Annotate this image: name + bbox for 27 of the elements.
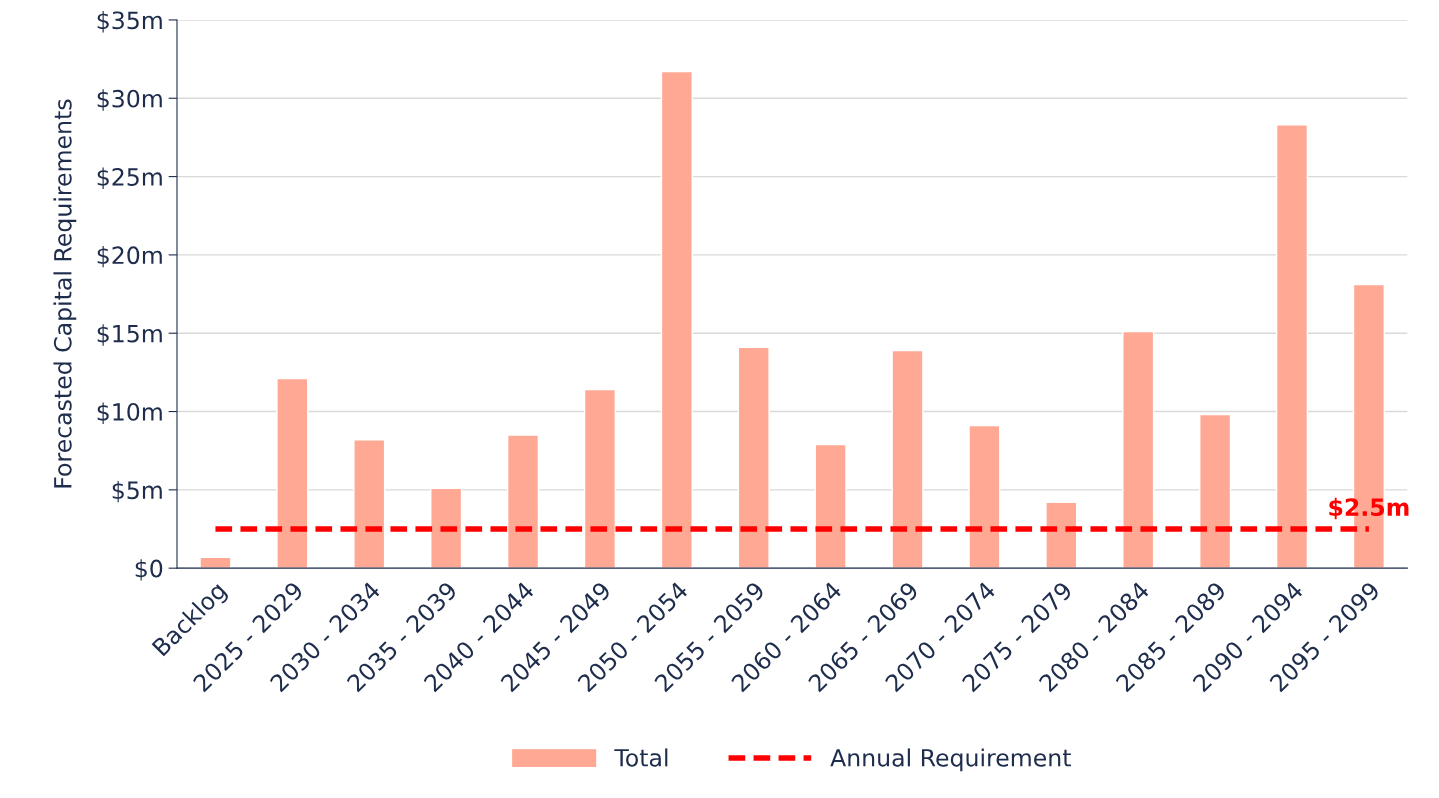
bar: [814, 443, 847, 569]
bar: [968, 424, 1001, 569]
bar: [891, 349, 924, 569]
legend-label: Annual Requirement: [830, 748, 1071, 772]
y-tick-label: $20m: [97, 245, 162, 268]
bar: [1122, 330, 1155, 569]
y-axis-title: Forecasted Capital Requirements: [53, 99, 77, 488]
bar: [737, 346, 770, 569]
y-tick-label: $15m: [97, 324, 162, 346]
y-tick-label: $30m: [97, 89, 162, 111]
y-tick-label: $10m: [97, 402, 162, 424]
bar: [276, 377, 309, 569]
y-tick-label: $35m: [97, 10, 162, 33]
annotation: $2.5m: [1329, 497, 1409, 520]
bar: [660, 70, 693, 569]
legend-label: Total: [614, 748, 668, 767]
bar: [583, 388, 617, 569]
bar: [199, 556, 232, 569]
bar: [1045, 501, 1078, 569]
y-tick-label: $5m: [112, 480, 162, 503]
bar: [1275, 124, 1309, 569]
bar: [353, 439, 386, 569]
y-tick-label: $25m: [97, 167, 162, 190]
bar: [1199, 413, 1232, 569]
bar: [506, 434, 540, 569]
y-tick-label: $0: [135, 559, 163, 581]
bar: [430, 487, 463, 569]
